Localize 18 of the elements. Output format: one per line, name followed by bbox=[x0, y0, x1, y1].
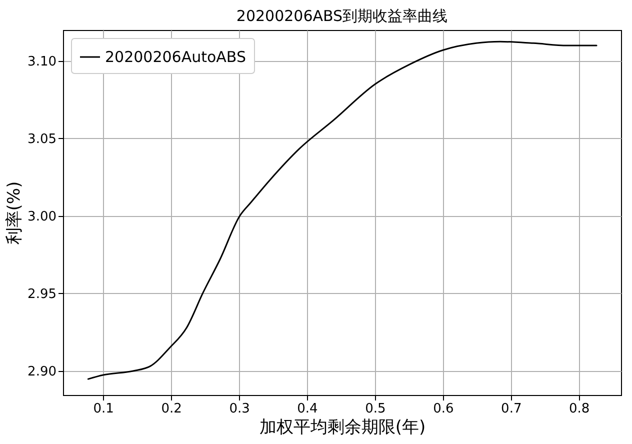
y-axis-title: 利率(%) bbox=[4, 181, 25, 245]
y-tick-label: 3.05 bbox=[28, 132, 56, 147]
line-series bbox=[87, 40, 598, 380]
x-tick-label: 0.5 bbox=[365, 402, 386, 416]
x-tick-label: 0.2 bbox=[161, 402, 182, 416]
x-tick-label: 0.7 bbox=[501, 402, 522, 416]
y-tick-label: 3.10 bbox=[28, 54, 56, 70]
x-tick-label: 0.8 bbox=[569, 402, 590, 416]
x-tick-label: 0.6 bbox=[433, 402, 454, 416]
x-tick-label: 0.1 bbox=[93, 402, 114, 416]
y-tick-label: 2.95 bbox=[28, 286, 56, 302]
x-tick-label: 0.3 bbox=[229, 402, 250, 416]
x-axis-title: 加权平均剩余期限(年) bbox=[259, 418, 426, 438]
legend-label: 20200206AutoABS bbox=[105, 48, 246, 66]
x-tick-label: 0.4 bbox=[297, 402, 318, 416]
y-tick-label: 3.00 bbox=[28, 209, 56, 224]
chart-title: 20200206ABS到期收益率曲线 bbox=[236, 7, 448, 25]
y-tick-label: 2.90 bbox=[28, 364, 56, 380]
